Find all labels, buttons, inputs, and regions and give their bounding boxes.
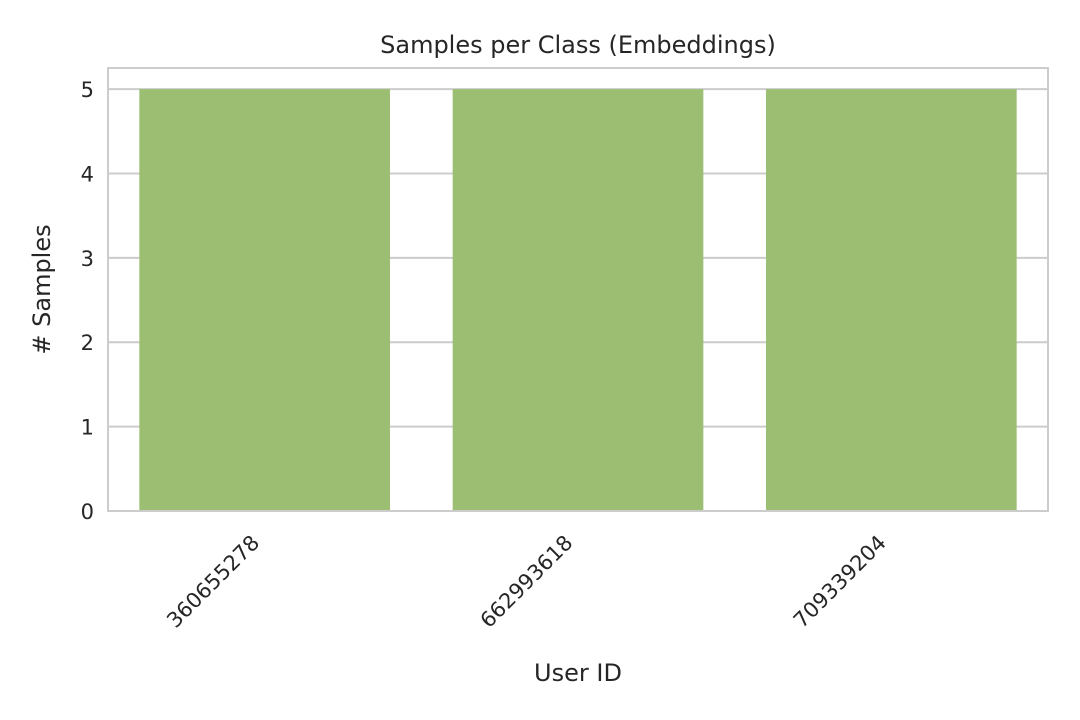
plot-frame: [107, 67, 1049, 512]
y-tick-label: 3: [81, 247, 94, 271]
bar-662993618: [452, 89, 704, 511]
y-tick-label: 5: [81, 78, 94, 102]
y-tick-label: 0: [81, 500, 94, 524]
chart-title: Samples per Class (Embeddings): [380, 31, 776, 59]
bar-360655278: [139, 89, 390, 511]
y-axis-label: # Samples: [28, 224, 56, 354]
y-tick-label: 1: [81, 416, 94, 440]
bar-layer: [139, 89, 1017, 511]
bar-709339204: [766, 89, 1017, 511]
y-tick-label: 2: [81, 331, 94, 355]
y-tick-labels: 0 1 2 3 4 5: [81, 78, 94, 524]
y-tick-label: 4: [81, 162, 94, 186]
x-axis-label: User ID: [534, 659, 622, 687]
